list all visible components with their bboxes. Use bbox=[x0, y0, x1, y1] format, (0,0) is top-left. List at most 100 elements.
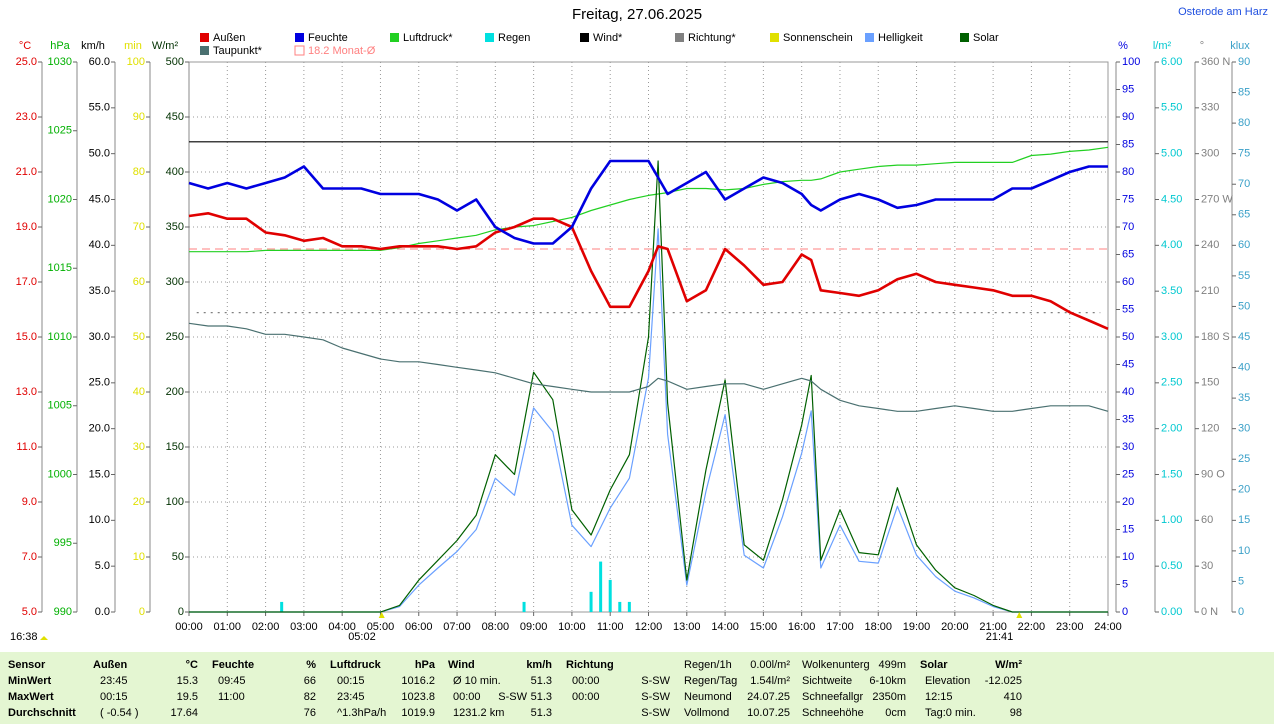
x-tick-label: 24:00 bbox=[1094, 621, 1122, 633]
y-tick-label: 45.0 bbox=[89, 193, 110, 205]
y-tick-label: 40 bbox=[1238, 361, 1250, 373]
info-value: 6-10km bbox=[869, 675, 906, 687]
y-tick-label: 2.50 bbox=[1161, 377, 1182, 389]
y-tick-label: 270 W bbox=[1201, 193, 1233, 205]
legend-label: Taupunkt* bbox=[213, 45, 263, 57]
y-tick-label: 90 bbox=[1122, 111, 1134, 123]
y-tick-label: 15.0 bbox=[89, 468, 110, 480]
table-cell: 410 bbox=[1004, 691, 1022, 703]
y-tick-label: 70 bbox=[133, 221, 145, 233]
x-tick-label: 13:00 bbox=[673, 621, 701, 633]
sun-time: 21:41 bbox=[986, 631, 1014, 643]
table-cell: ^1.3hPa/h bbox=[337, 707, 386, 719]
y-tick-label: 55.0 bbox=[89, 102, 110, 114]
x-tick-label: 20:00 bbox=[941, 621, 969, 633]
info-value: 499m bbox=[878, 659, 906, 671]
y-tick-label: 0.50 bbox=[1161, 560, 1182, 572]
column-unit: hPa bbox=[415, 659, 436, 671]
y-tick-label: 0 bbox=[139, 606, 145, 618]
column-header: Feuchte bbox=[212, 659, 254, 671]
y-tick-label: 0.00 bbox=[1161, 606, 1182, 618]
y-tick-label: 50 bbox=[172, 551, 184, 563]
table-cell: Ø 10 min. bbox=[453, 675, 501, 687]
y-tick-label: 120 bbox=[1201, 423, 1219, 435]
y-tick-label: 45 bbox=[1122, 358, 1134, 370]
axis-unit: min bbox=[124, 40, 142, 52]
table-cell: 00:00 bbox=[453, 691, 481, 703]
y-tick-label: 60 bbox=[133, 276, 145, 288]
table-cell: 00:15 bbox=[100, 691, 128, 703]
legend-label: Feuchte bbox=[308, 32, 348, 44]
y-tick-label: 15 bbox=[1122, 523, 1134, 535]
x-tick-label: 12:00 bbox=[635, 621, 663, 633]
y-tick-label: 1005 bbox=[48, 400, 72, 412]
sun-marker bbox=[40, 636, 48, 640]
y-tick-label: 7.0 bbox=[22, 551, 37, 563]
y-tick-label: 1030 bbox=[48, 56, 72, 68]
y-tick-label: 300 bbox=[1201, 148, 1219, 160]
series-line bbox=[189, 146, 1109, 253]
info-value: 10.07.25 bbox=[747, 707, 790, 719]
axis-unit: km/h bbox=[81, 40, 105, 52]
x-tick-label: 18:00 bbox=[864, 621, 892, 633]
table-cell: S-SW bbox=[641, 691, 670, 703]
legend-label: Luftdruck* bbox=[403, 32, 453, 44]
x-tick-label: 14:00 bbox=[711, 621, 739, 633]
y-tick-label: 100 bbox=[1122, 56, 1140, 68]
table-cell: 17.64 bbox=[170, 707, 198, 719]
y-tick-label: 10 bbox=[133, 551, 145, 563]
y-tick-label: 5.0 bbox=[95, 560, 110, 572]
info-label: Neumond bbox=[684, 691, 732, 703]
y-tick-label: 400 bbox=[166, 166, 184, 178]
table-cell: 1023.8 bbox=[401, 691, 435, 703]
y-tick-label: 450 bbox=[166, 111, 184, 123]
legend-label: Solar bbox=[973, 32, 999, 44]
row-label: Sensor bbox=[8, 659, 46, 671]
table-cell: 1016.2 bbox=[401, 675, 435, 687]
y-tick-label: 65 bbox=[1238, 209, 1250, 221]
rain-bar bbox=[608, 579, 612, 612]
y-tick-label: 23.0 bbox=[16, 111, 37, 123]
y-tick-label: 80 bbox=[1122, 166, 1134, 178]
column-header: Luftdruck bbox=[330, 659, 382, 671]
legend-swatch bbox=[675, 33, 684, 42]
y-tick-label: 20 bbox=[1238, 484, 1250, 496]
table-cell: 51.3 bbox=[531, 707, 552, 719]
y-tick-label: 5 bbox=[1238, 575, 1244, 587]
y-tick-label: 21.0 bbox=[16, 166, 37, 178]
y-tick-label: 1.00 bbox=[1161, 514, 1182, 526]
sun-time: 05:02 bbox=[348, 631, 376, 643]
table-cell: 51.3 bbox=[531, 691, 552, 703]
y-tick-label: 60 bbox=[1238, 239, 1250, 251]
y-tick-label: 150 bbox=[166, 441, 184, 453]
y-tick-label: 50 bbox=[133, 331, 145, 343]
y-tick-label: 19.0 bbox=[16, 221, 37, 233]
row-label: Durchschnitt bbox=[8, 707, 76, 719]
legend-swatch bbox=[200, 33, 209, 42]
axis-unit: % bbox=[1118, 40, 1128, 52]
y-tick-label: 17.0 bbox=[16, 276, 37, 288]
column-header: Wind bbox=[448, 659, 475, 671]
axis-unit: klux bbox=[1230, 40, 1250, 52]
y-tick-label: 4.50 bbox=[1161, 193, 1182, 205]
y-tick-label: 15 bbox=[1238, 514, 1250, 526]
table-cell: Tag:0 min. bbox=[925, 707, 976, 719]
y-tick-label: 0.0 bbox=[95, 606, 110, 618]
legend-swatch bbox=[865, 33, 874, 42]
y-tick-label: 2.00 bbox=[1161, 423, 1182, 435]
y-tick-label: 240 bbox=[1201, 239, 1219, 251]
column-header: Richtung bbox=[566, 659, 614, 671]
info-label: Regen/1h bbox=[684, 659, 732, 671]
legend-label: 18.2 Monat-Ø bbox=[308, 45, 376, 57]
y-tick-label: 45 bbox=[1238, 331, 1250, 343]
table-cell: 15.3 bbox=[177, 675, 198, 687]
y-tick-label: 50 bbox=[1122, 331, 1134, 343]
rain-bar bbox=[618, 601, 622, 612]
x-tick-label: 15:00 bbox=[750, 621, 778, 633]
info-label: Schneefallgr bbox=[802, 691, 863, 703]
location: Osterode am Harz bbox=[1178, 6, 1268, 18]
legend-swatch bbox=[200, 46, 209, 55]
y-tick-label: 15.0 bbox=[16, 331, 37, 343]
x-tick-label: 06:00 bbox=[405, 621, 433, 633]
